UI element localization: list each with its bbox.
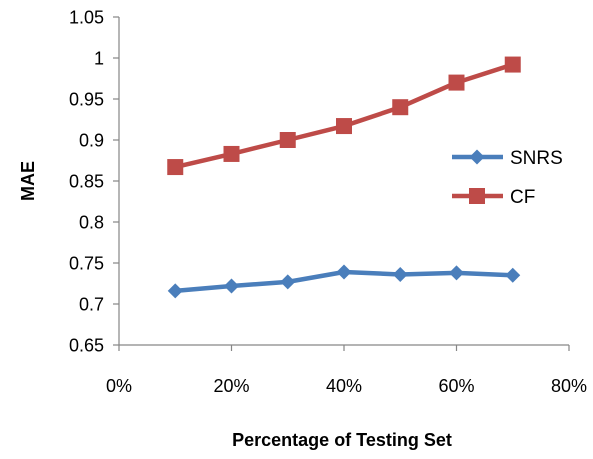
x-tick-label: 60% [438, 376, 474, 396]
x-tick-label: 20% [213, 376, 249, 396]
data-point-cf [167, 159, 184, 176]
y-tick-label: 0.85 [69, 172, 104, 192]
axes: 0.65 0.7 0.75 0.8 0.85 0.9 0.95 1 1.05 0% 20% 40% 60… [69, 8, 587, 397]
series-layer [167, 56, 521, 299]
data-point-snrs [392, 266, 408, 282]
legend-marker-cf [469, 188, 485, 204]
data-point-cf [504, 56, 521, 73]
data-point-cf [336, 118, 352, 135]
y-tick-label: 0.75 [69, 254, 104, 274]
legend-label-snrs: SNRS [510, 148, 563, 169]
data-point-cf [448, 74, 465, 91]
x-tick-label: 40% [326, 376, 362, 396]
data-point-snrs [280, 274, 296, 290]
y-tick-label: 1.05 [69, 8, 104, 28]
data-point-snrs [505, 267, 521, 283]
y-tick-label: 0.7 [79, 295, 104, 315]
data-point-snrs [336, 264, 352, 280]
data-point-cf [279, 132, 296, 148]
legend: SNRS CF [452, 148, 563, 208]
x-tick-label: 80% [551, 376, 587, 396]
data-point-cf [392, 99, 409, 116]
legend-marker-snrs [469, 149, 485, 165]
x-axis-title: Percentage of Testing Set [232, 430, 452, 450]
y-tick-label: 0.9 [79, 131, 104, 151]
data-point-cf [223, 145, 240, 162]
y-tick-label: 0.95 [69, 90, 104, 110]
legend-label-cf: CF [510, 187, 535, 208]
data-point-snrs [449, 265, 464, 281]
x-tick-label: 0% [106, 376, 132, 396]
y-tick-label: 0.65 [69, 336, 104, 356]
y-tick-label: 0.8 [79, 213, 104, 233]
y-tick-label: 1 [94, 49, 104, 69]
y-axis-title: MAE [18, 161, 38, 201]
data-point-snrs [224, 278, 239, 294]
data-point-snrs [167, 283, 183, 299]
